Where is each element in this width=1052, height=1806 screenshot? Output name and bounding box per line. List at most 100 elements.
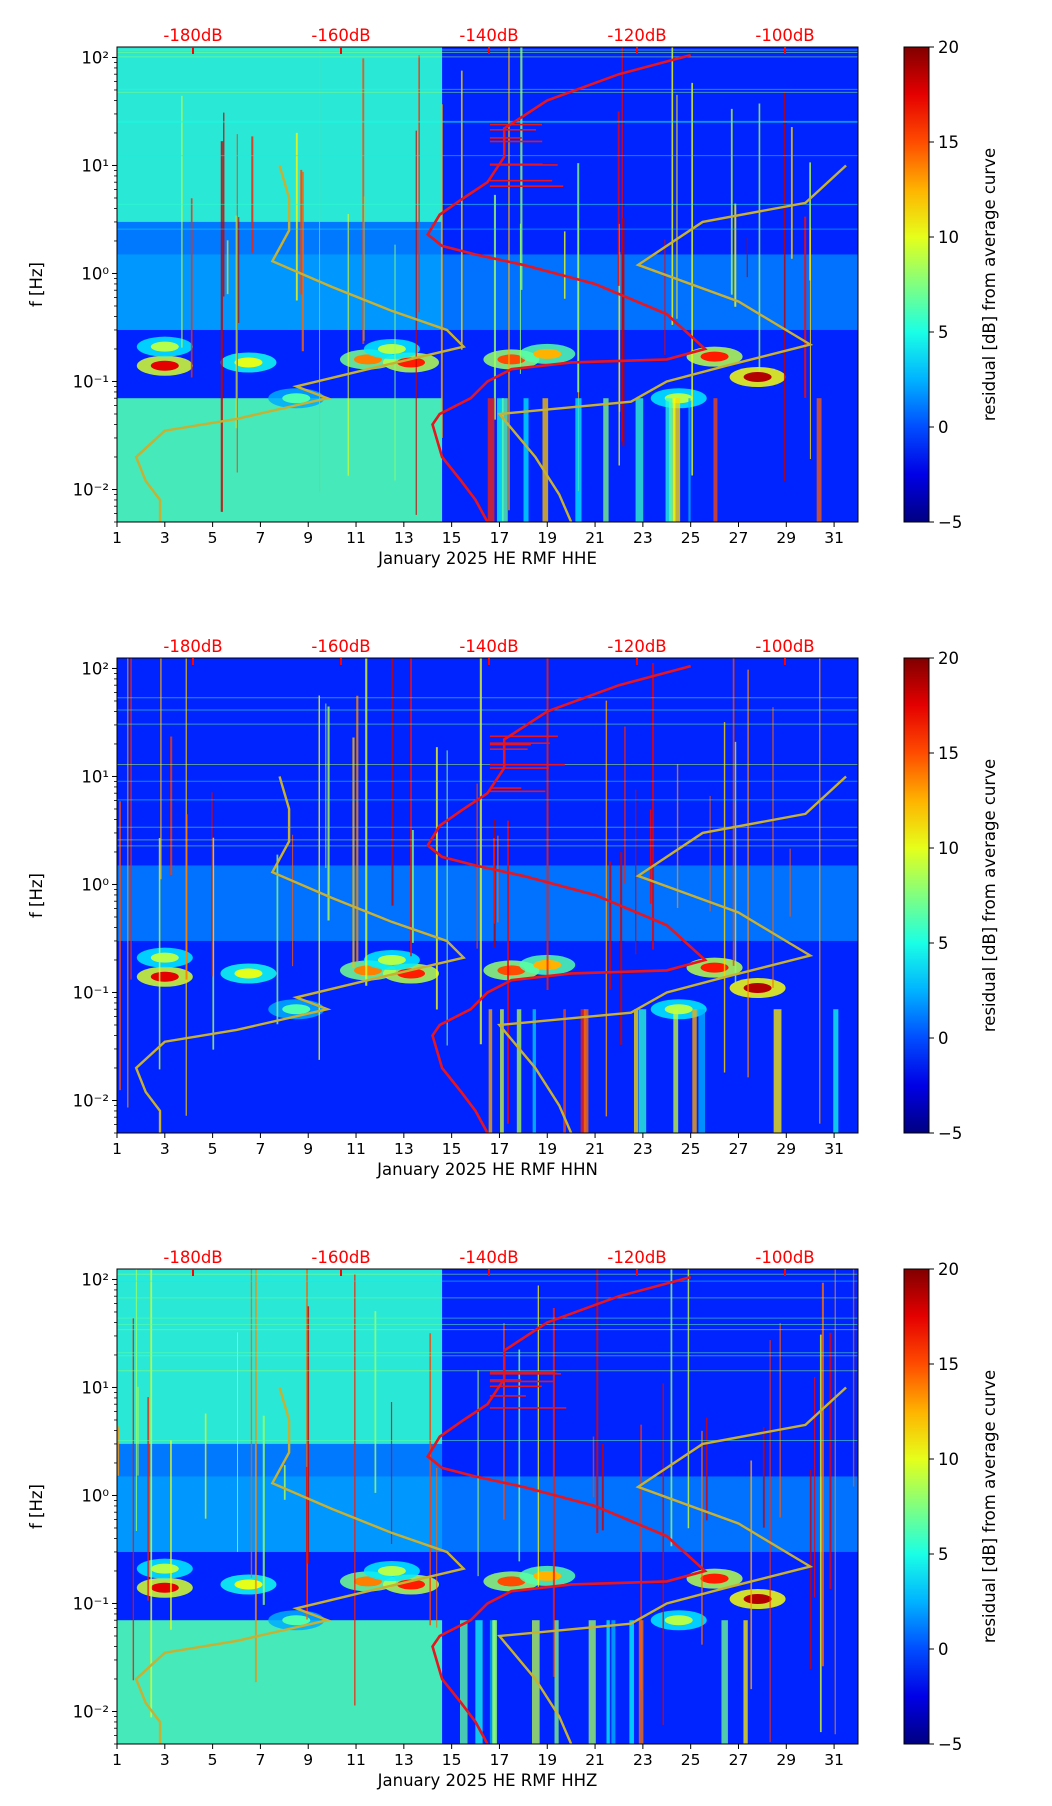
x-tick-label: 19: [537, 1140, 557, 1158]
low-freq-plume: [673, 398, 681, 522]
x-tick-label: 15: [442, 1751, 462, 1769]
y-axis-label: f [Hz]: [27, 1484, 46, 1529]
low-freq-plume: [629, 1620, 634, 1744]
y-tick-label: 10⁻²: [73, 480, 109, 499]
average-curve: [426, 664, 708, 1133]
x-tick-label: 29: [776, 1751, 796, 1769]
top-tick-label: -120dB: [607, 26, 666, 45]
microseism-blob: [234, 1579, 263, 1590]
microseism-blob: [700, 351, 729, 362]
y-tick-label: 10⁻²: [73, 1091, 109, 1110]
x-tick-label: 1: [112, 1140, 122, 1158]
x-tick-label: 23: [633, 1140, 653, 1158]
low-freq-plume: [532, 1009, 536, 1133]
x-tick-label: 11: [346, 529, 366, 547]
microseism-blob: [743, 372, 772, 383]
microseism-blob: [743, 1594, 772, 1605]
low-freq-plume: [531, 1620, 540, 1744]
colorbar-label: residual [dB] from average curve: [980, 759, 999, 1032]
x-tick-label: 31: [824, 529, 844, 547]
heatmap: [117, 47, 858, 522]
reference-curve-left: [134, 776, 466, 1133]
low-freq-plume: [665, 398, 673, 522]
x-tick-label: 27: [729, 1140, 749, 1158]
y-tick-label: 10²: [81, 1270, 109, 1289]
x-tick-label: 7: [255, 529, 265, 547]
low-freq-plume: [554, 1620, 559, 1744]
top-tick-label: -140dB: [459, 637, 518, 656]
microseism-blob: [700, 1573, 729, 1584]
y-tick-label: 10⁻¹: [73, 372, 109, 391]
noise-region-high: [117, 47, 443, 222]
low-freq-plume: [500, 1009, 504, 1133]
top-tick-label: -140dB: [459, 26, 518, 45]
microseism-blob: [497, 1576, 526, 1587]
top-tick-label: -180dB: [163, 26, 222, 45]
low-freq-plume: [713, 398, 718, 522]
x-tick-label: 17: [490, 529, 510, 547]
microseism-blob: [497, 354, 526, 365]
x-tick-label: 19: [537, 1751, 557, 1769]
low-freq-plume: [583, 1009, 589, 1133]
plot-frame: [116, 46, 859, 523]
x-tick-label: 17: [490, 1140, 510, 1158]
x-axis-label: January 2025 HE RMF HHZ: [377, 1771, 598, 1790]
colorbar-tick-label: 10: [938, 839, 959, 858]
low-freq-plume: [833, 1009, 839, 1133]
reference-curve-right: [497, 164, 847, 522]
low-freq-plume: [688, 398, 691, 522]
low-freq-plume: [516, 1009, 522, 1133]
low-freq-plume: [673, 1009, 679, 1133]
reference-curve-right: [497, 775, 847, 1133]
top-tick-label: -160dB: [311, 1248, 370, 1267]
x-tick-label: 25: [681, 1140, 701, 1158]
low-freq-plume: [475, 1620, 483, 1744]
x-tick-label: 9: [303, 1140, 313, 1158]
x-tick-label: 5: [208, 1140, 218, 1158]
x-tick-label: 31: [824, 1751, 844, 1769]
x-tick-label: 13: [394, 1751, 414, 1769]
x-tick-label: 3: [160, 1140, 170, 1158]
microseism-blob: [282, 393, 311, 404]
x-tick-label: 3: [160, 529, 170, 547]
microseism-blob: [377, 954, 406, 965]
colorbar-label: residual [dB] from average curve: [980, 1370, 999, 1643]
colorbar-tick-label: −5: [938, 513, 962, 532]
microseism-blob: [150, 1582, 179, 1593]
plot-frame: [116, 1268, 859, 1745]
y-tick-label: 10⁻²: [73, 1702, 109, 1721]
noise-region-high: [117, 1269, 443, 1444]
top-tick-label: -100dB: [755, 637, 814, 656]
microseism-blob: [533, 1570, 562, 1581]
plot-frame: [116, 657, 859, 1134]
low-freq-plume: [698, 1009, 706, 1133]
low-freq-plume: [638, 1620, 644, 1744]
top-tick-label: -160dB: [311, 637, 370, 656]
low-freq-plume: [459, 1620, 468, 1744]
y-tick-label: 10⁰: [81, 264, 109, 283]
low-freq-plume: [633, 1009, 639, 1133]
low-freq-plume: [487, 398, 495, 522]
top-tick-label: -120dB: [607, 637, 666, 656]
x-tick-label: 13: [394, 529, 414, 547]
colorbar-tick-label: 5: [938, 323, 949, 342]
low-freq-plume: [563, 1009, 566, 1133]
microseism-blob: [743, 983, 772, 994]
x-tick-label: 29: [776, 1140, 796, 1158]
colorbar-tick-label: 5: [938, 934, 949, 953]
average-curve: [426, 53, 708, 522]
average-curve: [426, 1275, 708, 1744]
y-tick-label: 10¹: [81, 156, 109, 175]
colorbar-tick-label: −5: [938, 1735, 962, 1754]
x-tick-label: 15: [442, 1140, 462, 1158]
mid-band-haze: [117, 865, 858, 941]
low-freq-plume: [501, 398, 508, 522]
colorbar: [903, 46, 930, 523]
x-tick-label: 27: [729, 1751, 749, 1769]
x-tick-label: 11: [346, 1751, 366, 1769]
colorbar-tick-label: 20: [938, 38, 959, 57]
noise-region-low: [117, 1620, 443, 1744]
y-tick-label: 10¹: [81, 767, 109, 786]
low-freq-plume: [692, 1009, 697, 1133]
low-freq-plume: [721, 1620, 728, 1744]
